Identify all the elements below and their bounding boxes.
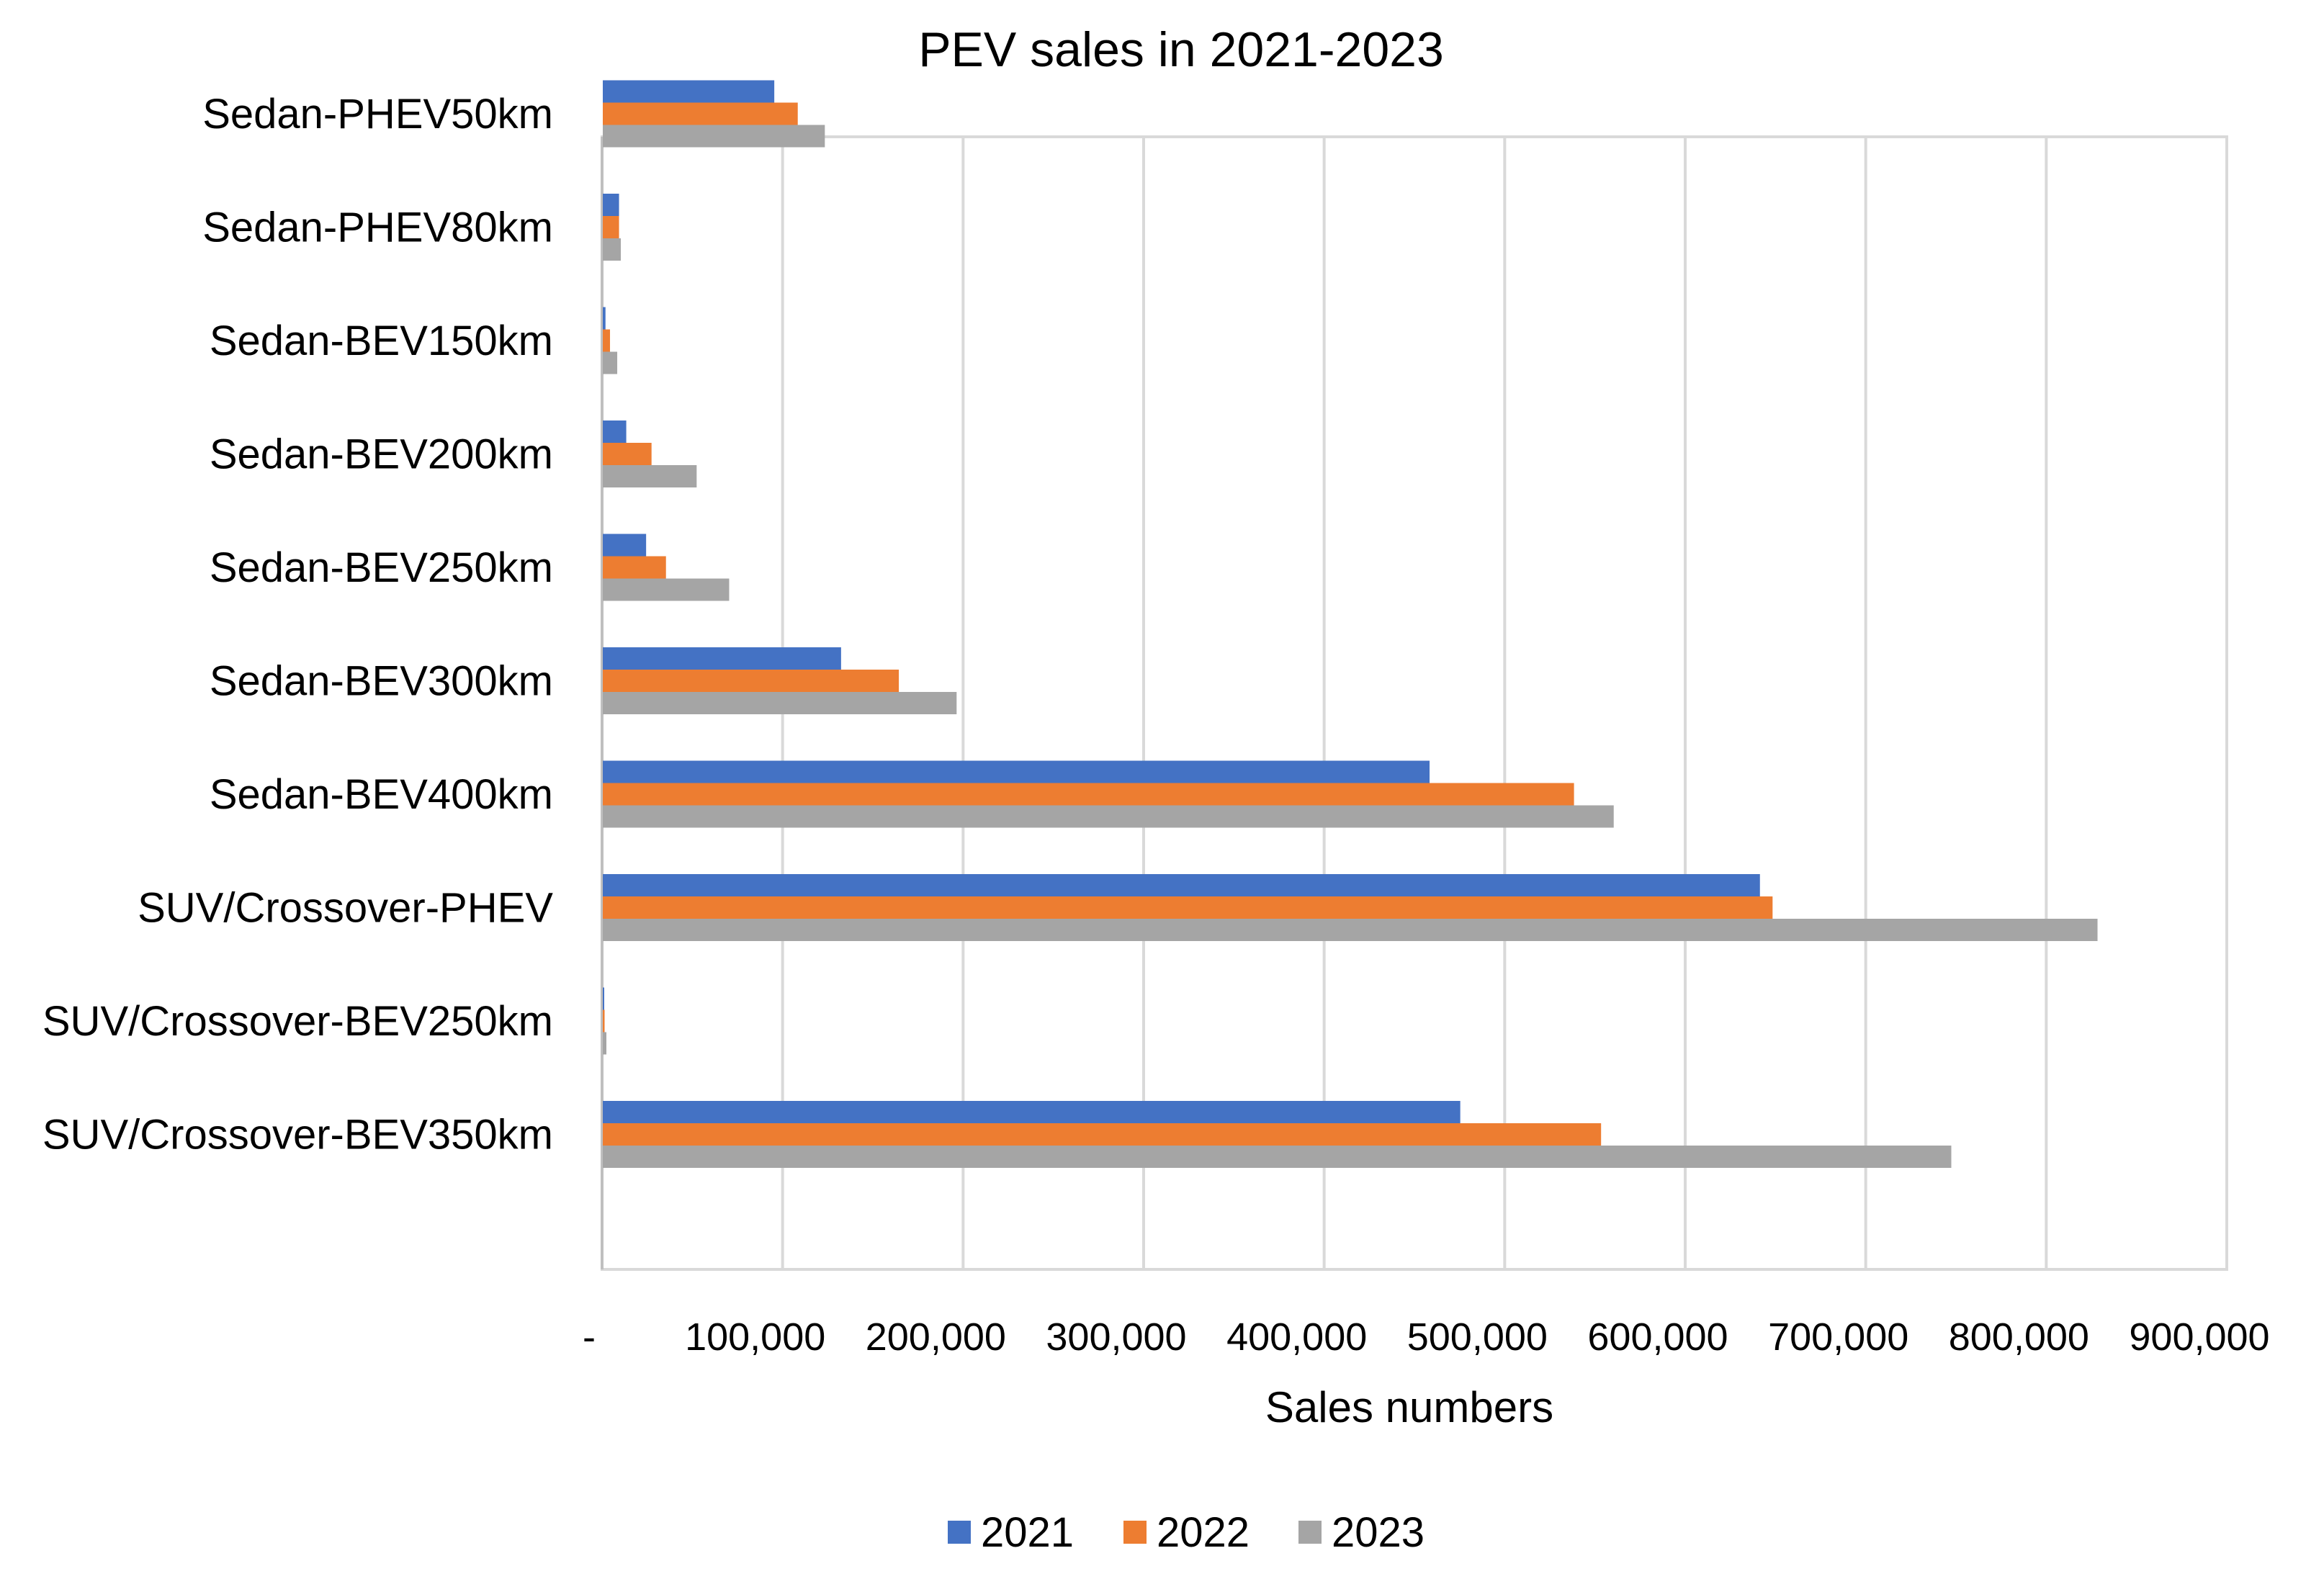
- bar-2022-sedan-bev300km: [603, 670, 899, 692]
- legend-swatch-2021: [948, 1521, 971, 1544]
- category-label: Sedan-PHEV80km: [202, 204, 553, 251]
- category-label: Sedan-BEV400km: [210, 771, 553, 818]
- bar-2023-sedan-bev250km: [603, 578, 730, 601]
- category-label: SUV/Crossover-BEV350km: [42, 1112, 553, 1159]
- x-tick-label: 500,000: [1407, 1315, 1548, 1359]
- bar-2021-sedan-phev50km: [603, 80, 775, 103]
- bar-2021-sedan-bev200km: [603, 420, 627, 443]
- bar-2023-sedan-bev200km: [603, 465, 697, 487]
- bar-2023-sedan-phev80km: [603, 238, 622, 261]
- bar-2023-suv-crossover-bev250km: [603, 1032, 607, 1055]
- bar-2022-sedan-bev400km: [603, 783, 1574, 806]
- bar-2022-sedan-phev50km: [603, 102, 798, 125]
- category-label: SUV/Crossover-BEV250km: [42, 998, 553, 1045]
- bar-2023-sedan-bev400km: [603, 805, 1614, 828]
- x-tick-label: 100,000: [685, 1315, 825, 1359]
- bar-2022-sedan-bev150km: [603, 329, 611, 352]
- x-tick-label: 800,000: [1949, 1315, 2089, 1359]
- x-tick-label: 200,000: [866, 1315, 1006, 1359]
- bar-2022-suv-crossover-phev: [603, 896, 1773, 919]
- bar-2023-suv-crossover-phev: [603, 919, 2098, 941]
- bar-2022-sedan-phev80km: [603, 216, 619, 238]
- category-label: Sedan-BEV150km: [210, 318, 553, 364]
- bar-2023-sedan-bev300km: [603, 692, 957, 714]
- chart-title: PEV sales in 2021-2023: [918, 22, 1444, 77]
- bar-2022-sedan-bev250km: [603, 556, 666, 579]
- bar-2023-sedan-phev50km: [603, 125, 825, 148]
- bar-2022-suv-crossover-bev250km: [603, 1009, 605, 1033]
- x-tick-labels: - 100,000 200,000 300,000 400,000 500,000 600,…: [583, 1315, 2270, 1359]
- x-tick-label: 300,000: [1046, 1315, 1186, 1359]
- legend-label-2023: 2023: [1332, 1509, 1425, 1556]
- bar-2021-sedan-bev400km: [603, 760, 1430, 783]
- x-tick-label: 700,000: [1768, 1315, 1908, 1359]
- legend-label-2021: 2021: [981, 1509, 1074, 1556]
- x-tick-label: 400,000: [1226, 1315, 1367, 1359]
- bar-2021-sedan-bev250km: [603, 534, 647, 557]
- bar-2023-sedan-bev150km: [603, 351, 618, 374]
- gridlines: [601, 135, 2228, 1271]
- bar-2022-sedan-bev200km: [603, 443, 652, 465]
- x-axis-title: Sales numbers: [1265, 1383, 1553, 1431]
- legend-swatch-2022: [1123, 1521, 1147, 1544]
- category-label: Sedan-BEV200km: [210, 431, 553, 478]
- bar-2023-suv-crossover-bev350km: [603, 1146, 1952, 1168]
- category-label: Sedan-BEV300km: [210, 658, 553, 705]
- bar-2021-sedan-bev150km: [603, 307, 606, 330]
- category-labels: Sedan-PHEV50km Sedan-PHEV80km Sedan-BEV150…: [42, 91, 553, 1159]
- legend-label-2022: 2022: [1157, 1509, 1250, 1556]
- category-label: SUV/Crossover-PHEV: [138, 885, 553, 932]
- bars: [603, 80, 2098, 1168]
- bar-2021-suv-crossover-bev250km: [603, 987, 604, 1010]
- category-label: Sedan-PHEV50km: [202, 91, 553, 138]
- bar-2021-sedan-bev300km: [603, 647, 841, 670]
- category-label: Sedan-BEV250km: [210, 544, 553, 591]
- bar-2021-suv-crossover-bev350km: [603, 1101, 1461, 1123]
- bar-2021-suv-crossover-phev: [603, 874, 1760, 896]
- bar-2022-suv-crossover-bev350km: [603, 1123, 1602, 1146]
- legend-swatch-2023: [1298, 1521, 1322, 1544]
- x-tick-label: -: [583, 1315, 596, 1359]
- legend: 2021 2022 2023: [948, 1509, 1425, 1556]
- bar-2021-sedan-phev80km: [603, 194, 619, 216]
- x-tick-label: 900,000: [2129, 1315, 2269, 1359]
- x-tick-label: 600,000: [1587, 1315, 1728, 1359]
